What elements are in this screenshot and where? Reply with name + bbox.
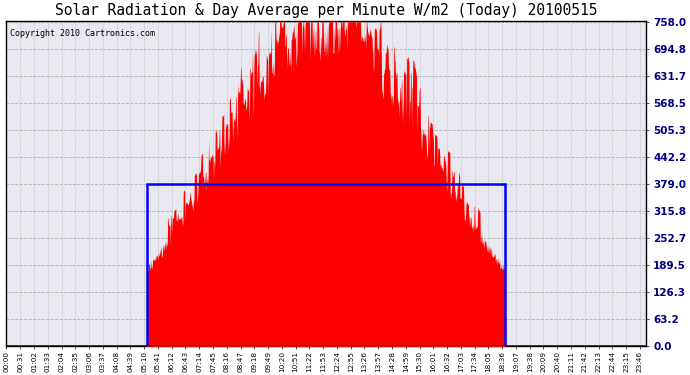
Text: Copyright 2010 Cartronics.com: Copyright 2010 Cartronics.com (10, 29, 155, 38)
Bar (147, 184, 505, 346)
Title: Solar Radiation & Day Average per Minute W/m2 (Today) 20100515: Solar Radiation & Day Average per Minute… (55, 3, 598, 18)
